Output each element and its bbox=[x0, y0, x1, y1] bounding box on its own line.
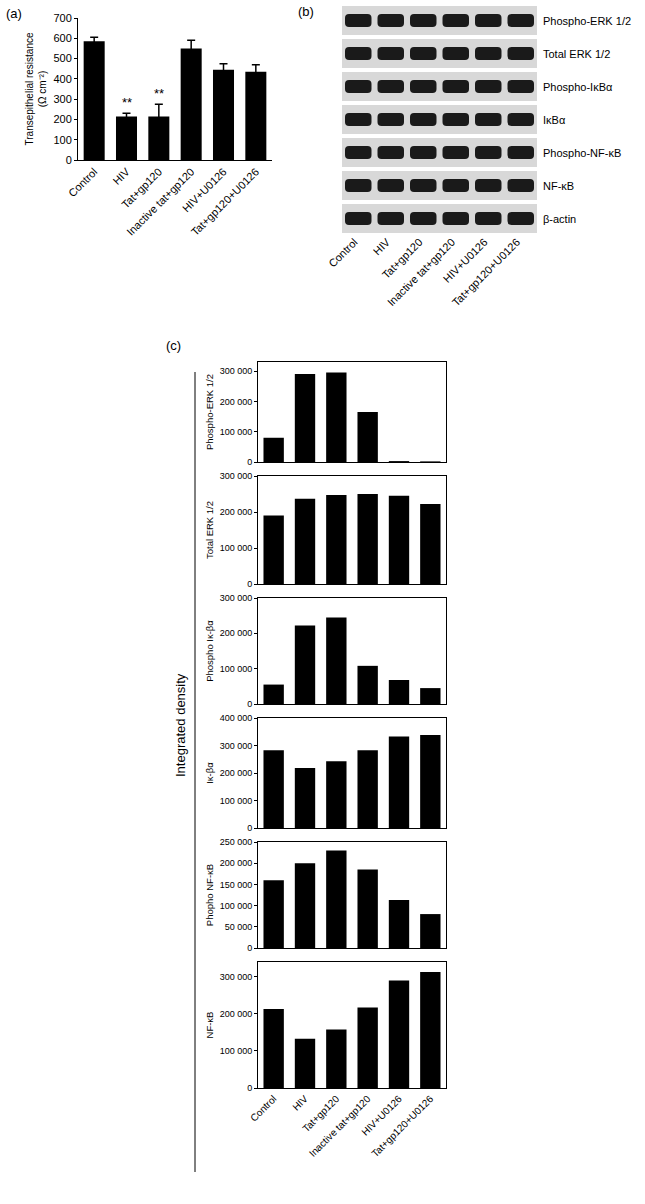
svg-text:100 000: 100 000 bbox=[220, 796, 253, 806]
svg-text:Phospho-ERK 1/2: Phospho-ERK 1/2 bbox=[204, 374, 215, 450]
svg-text:NF-κB: NF-κB bbox=[204, 1012, 215, 1039]
svg-text:200 000: 200 000 bbox=[220, 1009, 253, 1019]
svg-text:200 000: 200 000 bbox=[220, 768, 253, 778]
svg-text:200: 200 bbox=[53, 113, 71, 125]
svg-text:Control: Control bbox=[326, 236, 360, 270]
svg-text:300 000: 300 000 bbox=[220, 593, 253, 603]
svg-text:Phospho-ERK 1/2: Phospho-ERK 1/2 bbox=[543, 15, 631, 27]
svg-text:(b): (b) bbox=[298, 4, 314, 19]
svg-text:100: 100 bbox=[53, 134, 71, 146]
svg-text:Phospho-NF-κB: Phospho-NF-κB bbox=[543, 147, 621, 159]
svg-text:**: ** bbox=[154, 86, 164, 101]
svg-text:HIV+U0126: HIV+U0126 bbox=[440, 235, 490, 285]
svg-text:300 000: 300 000 bbox=[220, 471, 253, 481]
svg-text:200 000: 200 000 bbox=[220, 628, 253, 638]
svg-text:0: 0 bbox=[247, 1083, 252, 1093]
svg-text:100 000: 100 000 bbox=[220, 901, 253, 911]
svg-text:100 000: 100 000 bbox=[220, 1046, 253, 1056]
svg-text:Phopho NF-κB: Phopho NF-κB bbox=[204, 864, 215, 926]
svg-text:300 000: 300 000 bbox=[220, 366, 253, 376]
svg-text:250 000: 250 000 bbox=[220, 837, 253, 847]
svg-text:HIV+U0126: HIV+U0126 bbox=[359, 1093, 404, 1138]
svg-text:Control: Control bbox=[66, 166, 100, 200]
svg-text:(c): (c) bbox=[166, 338, 181, 353]
svg-text:HIV: HIV bbox=[110, 165, 132, 187]
svg-text:500: 500 bbox=[53, 52, 71, 64]
svg-text:Integrated density: Integrated density bbox=[173, 673, 188, 777]
svg-text:HIV: HIV bbox=[371, 235, 393, 257]
svg-text:β-actin: β-actin bbox=[543, 213, 576, 225]
svg-text:0: 0 bbox=[247, 457, 252, 467]
svg-text:0: 0 bbox=[247, 579, 252, 589]
svg-text:50 000: 50 000 bbox=[225, 922, 253, 932]
svg-text:300 000: 300 000 bbox=[220, 972, 253, 982]
svg-text:Tat+gp120: Tat+gp120 bbox=[119, 166, 164, 211]
svg-text:Inactive tat+gp120: Inactive tat+gp120 bbox=[124, 166, 196, 238]
svg-text:Tat+gp120: Tat+gp120 bbox=[300, 1093, 341, 1134]
svg-text:HIV: HIV bbox=[290, 1093, 310, 1113]
svg-text:Phospho-IκBα: Phospho-IκBα bbox=[543, 81, 613, 93]
svg-text:200 000: 200 000 bbox=[220, 858, 253, 868]
svg-text:Total ERK 1/2: Total ERK 1/2 bbox=[204, 501, 215, 559]
svg-text:Inactive tat+gp120: Inactive tat+gp120 bbox=[384, 235, 458, 309]
svg-text:200 000: 200 000 bbox=[220, 397, 253, 407]
svg-text:400: 400 bbox=[53, 73, 71, 85]
svg-text:400 000: 400 000 bbox=[220, 713, 253, 723]
svg-text:Transepithelial resistance(Ω c: Transepithelial resistance(Ω cm⁻²) bbox=[24, 32, 48, 145]
svg-text:0: 0 bbox=[247, 823, 252, 833]
svg-text:Tat+gp120+U0126: Tat+gp120+U0126 bbox=[450, 236, 523, 309]
svg-text:300: 300 bbox=[53, 93, 71, 105]
svg-text:**: ** bbox=[122, 95, 132, 110]
svg-text:0: 0 bbox=[247, 943, 252, 953]
svg-text:0: 0 bbox=[66, 154, 72, 166]
svg-text:600: 600 bbox=[53, 32, 71, 44]
svg-text:150 000: 150 000 bbox=[220, 880, 253, 890]
svg-text:(a): (a) bbox=[6, 6, 22, 21]
svg-text:Iκ-βα: Iκ-βα bbox=[204, 762, 215, 784]
svg-text:300 000: 300 000 bbox=[220, 741, 253, 751]
svg-text:700: 700 bbox=[53, 12, 71, 24]
svg-text:Tat+gp120+U0126: Tat+gp120+U0126 bbox=[189, 166, 262, 239]
svg-text:Phospho Iκ-βα: Phospho Iκ-βα bbox=[204, 620, 215, 682]
svg-text:Tat+gp120: Tat+gp120 bbox=[379, 235, 425, 281]
svg-text:100 000: 100 000 bbox=[220, 427, 253, 437]
svg-text:0: 0 bbox=[247, 699, 252, 709]
svg-text:200 000: 200 000 bbox=[220, 507, 253, 517]
svg-text:Inactive tat+gp120: Inactive tat+gp120 bbox=[307, 1093, 373, 1159]
svg-text:HIV+U0126: HIV+U0126 bbox=[180, 166, 229, 215]
svg-text:IκBα: IκBα bbox=[543, 114, 566, 126]
svg-text:NF-κB: NF-κB bbox=[543, 180, 574, 192]
svg-text:Control: Control bbox=[248, 1093, 279, 1124]
svg-text:100 000: 100 000 bbox=[220, 664, 253, 674]
svg-text:Tat+gp120+U0126: Tat+gp120+U0126 bbox=[369, 1093, 435, 1159]
svg-text:Total ERK 1/2: Total ERK 1/2 bbox=[543, 48, 610, 60]
svg-text:100 000: 100 000 bbox=[220, 543, 253, 553]
